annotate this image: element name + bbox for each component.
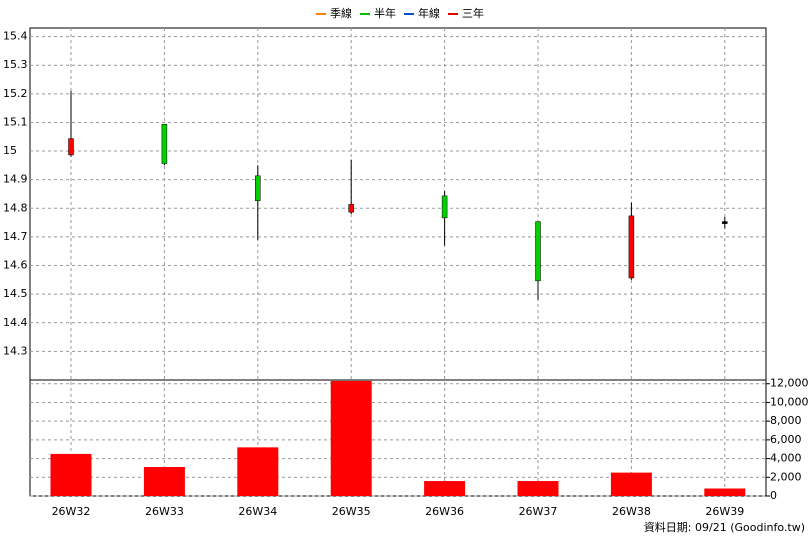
y-tick-label: 14.7: [3, 230, 28, 243]
legend-label: 三年: [462, 6, 484, 20]
y-tick-label: 15.4: [3, 30, 28, 43]
x-tick-label: 26W39: [705, 505, 744, 518]
candle-body: [348, 204, 354, 213]
y2-tick-label: 0: [770, 489, 777, 502]
x-tick-label: 26W37: [519, 505, 558, 518]
y-tick-label: 14.8: [3, 201, 28, 214]
legend-label: 半年: [374, 6, 396, 20]
candle-body: [628, 215, 635, 279]
y-tick-label: 15.3: [3, 58, 28, 71]
y2-tick-label: 4,000: [770, 452, 802, 465]
y-tick-label: 15: [3, 144, 17, 157]
y2-tick-label: 6,000: [770, 433, 802, 446]
volume-bar: [704, 488, 746, 496]
candle-body: [441, 195, 448, 219]
y-tick-label: 15.2: [3, 87, 28, 100]
volume-bar: [50, 453, 92, 496]
plot-frame: [29, 27, 767, 497]
candle-body: [68, 138, 74, 156]
y-tick-label: 14.6: [3, 259, 28, 272]
x-tick-label: 26W33: [145, 505, 184, 518]
volume-bar: [330, 380, 372, 496]
y2-tick-label: 2,000: [770, 470, 802, 483]
volume-bar: [424, 481, 466, 496]
y2-tick-label: 8,000: [770, 414, 802, 427]
y2-tick-label: 10,000: [770, 395, 808, 408]
x-tick-label: 26W32: [52, 505, 91, 518]
volume-bar: [517, 481, 559, 496]
y2-tick-label: 12,000: [770, 377, 808, 390]
y-tick-label: 14.5: [3, 287, 28, 300]
x-tick-label: 26W38: [612, 505, 651, 518]
y-tick-label: 14.4: [3, 316, 28, 329]
candle-body: [722, 221, 728, 224]
x-tick-label: 26W35: [332, 505, 371, 518]
candle-body: [255, 175, 261, 201]
legend-label: 年線: [418, 6, 440, 20]
volume-bar: [610, 472, 652, 496]
volume-bar: [237, 447, 279, 496]
legend-label: 季線: [330, 6, 352, 20]
x-tick-label: 26W36: [425, 505, 464, 518]
candle-body: [161, 124, 168, 164]
y-tick-label: 15.1: [3, 115, 28, 128]
volume-bar: [143, 467, 185, 496]
y-tick-label: 14.9: [3, 173, 28, 186]
footer: 資料日期: 09/21 (Goodinfo.tw): [644, 520, 805, 534]
y-tick-label: 14.3: [3, 344, 28, 357]
x-tick-label: 26W34: [238, 505, 277, 518]
candle-body: [535, 221, 541, 282]
